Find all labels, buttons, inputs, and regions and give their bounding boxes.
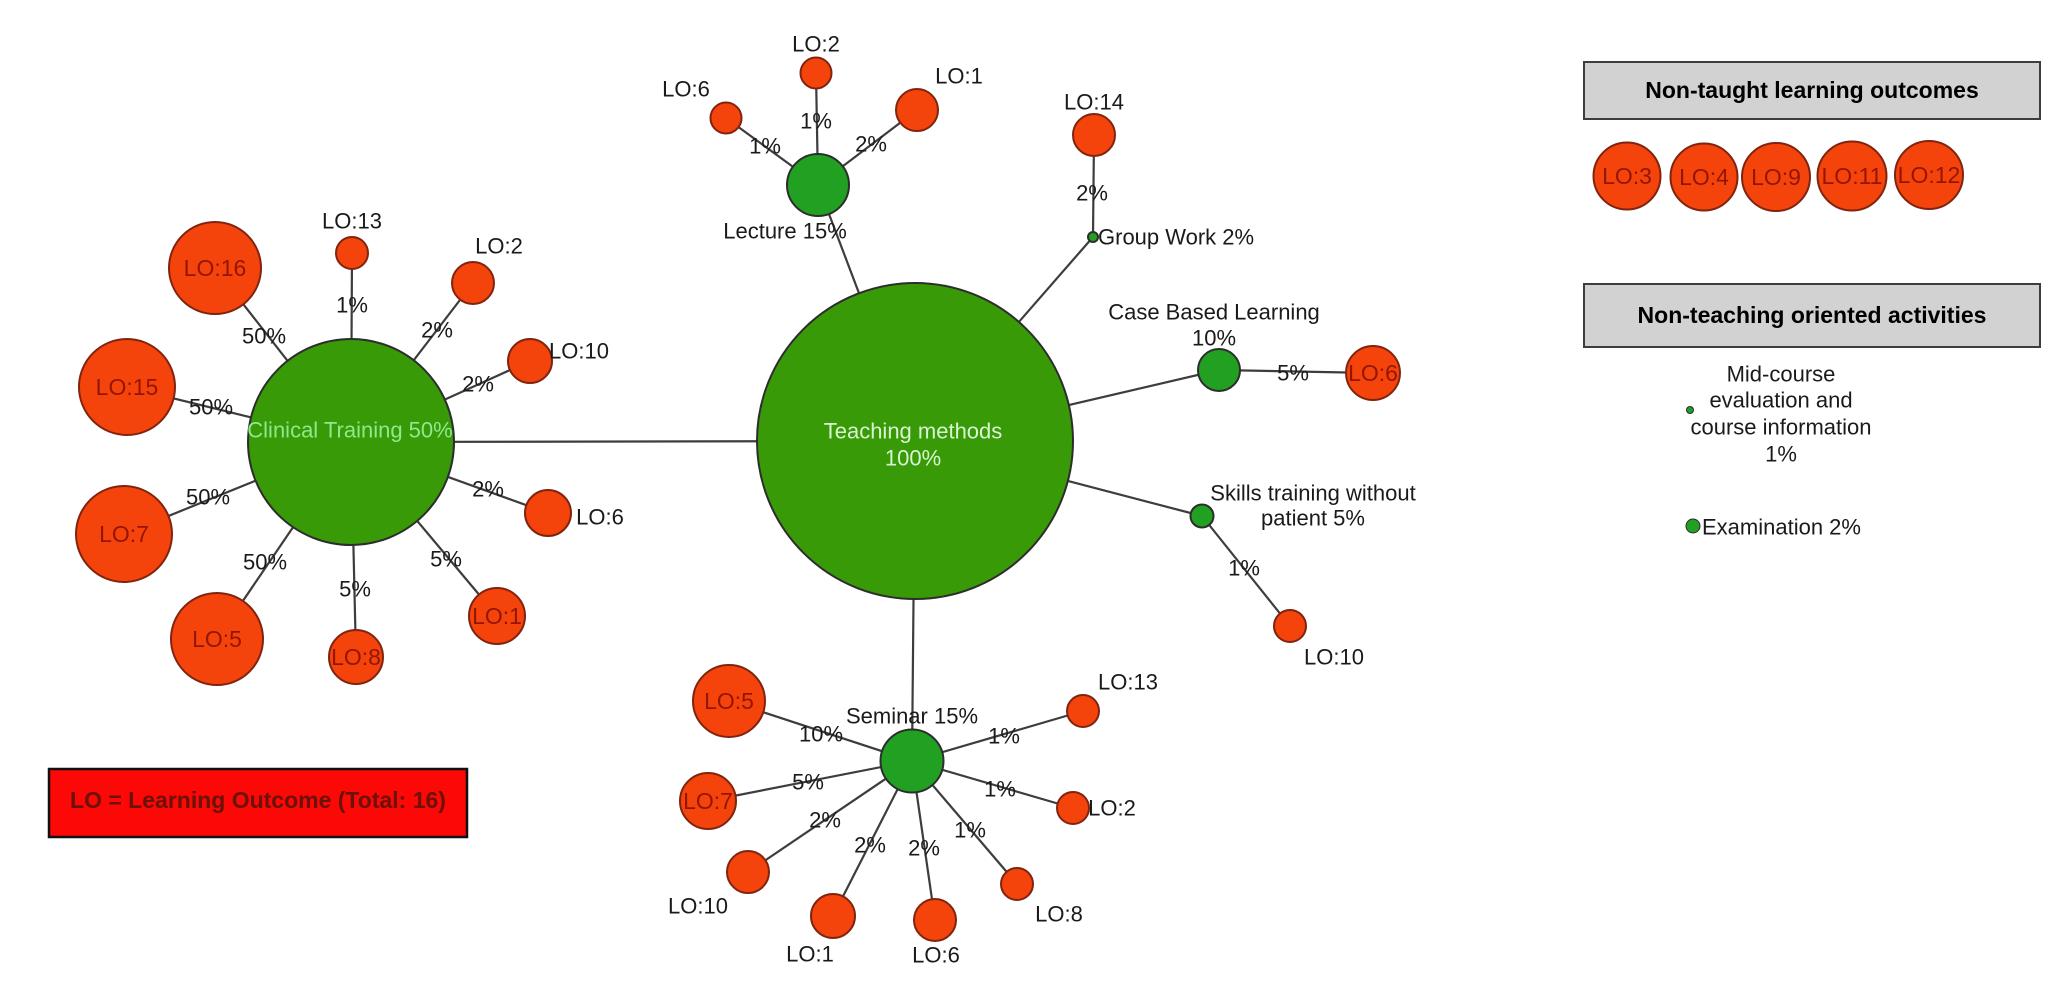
svg-text:50%: 50% bbox=[189, 395, 233, 420]
svg-text:1%: 1% bbox=[749, 134, 781, 159]
svg-text:LO:7: LO:7 bbox=[99, 521, 149, 547]
svg-text:5%: 5% bbox=[430, 547, 462, 572]
svg-text:Group Work 2%: Group Work 2% bbox=[1098, 225, 1254, 250]
svg-text:Lecture 15%: Lecture 15% bbox=[723, 219, 847, 244]
svg-text:Skills training without: Skills training without bbox=[1210, 481, 1415, 506]
svg-text:2%: 2% bbox=[854, 833, 886, 858]
svg-text:LO:16: LO:16 bbox=[184, 255, 247, 281]
svg-text:1%: 1% bbox=[336, 293, 368, 318]
svg-text:2%: 2% bbox=[855, 132, 887, 157]
svg-text:LO:6: LO:6 bbox=[912, 943, 960, 968]
svg-text:2%: 2% bbox=[421, 318, 453, 343]
svg-text:Clinical Training 50%: Clinical Training 50% bbox=[247, 418, 452, 443]
svg-text:LO:10: LO:10 bbox=[1304, 645, 1364, 670]
svg-text:1%: 1% bbox=[988, 724, 1020, 749]
svg-text:50%: 50% bbox=[242, 324, 286, 349]
svg-text:5%: 5% bbox=[1277, 361, 1309, 386]
svg-text:50%: 50% bbox=[186, 485, 230, 510]
svg-text:LO:14: LO:14 bbox=[1064, 90, 1124, 115]
svg-text:LO:2: LO:2 bbox=[1088, 796, 1136, 821]
svg-text:10%: 10% bbox=[799, 722, 843, 747]
svg-text:LO:13: LO:13 bbox=[1098, 670, 1158, 695]
svg-text:2%: 2% bbox=[908, 836, 940, 861]
svg-text:patient 5%: patient 5% bbox=[1261, 506, 1365, 531]
svg-text:5%: 5% bbox=[339, 577, 371, 602]
svg-text:LO:6: LO:6 bbox=[662, 77, 710, 102]
svg-text:LO:8: LO:8 bbox=[1035, 902, 1083, 927]
svg-text:LO:13: LO:13 bbox=[322, 209, 382, 234]
svg-text:2%: 2% bbox=[1076, 181, 1108, 206]
svg-text:LO:10: LO:10 bbox=[668, 894, 728, 919]
svg-text:2%: 2% bbox=[462, 372, 494, 397]
svg-text:5%: 5% bbox=[792, 770, 824, 795]
svg-text:Non-taught learning outcomes: Non-taught learning outcomes bbox=[1645, 77, 1979, 103]
svg-text:LO = Learning Outcome (Total:: LO = Learning Outcome (Total: 16) bbox=[70, 787, 446, 813]
svg-text:LO:10: LO:10 bbox=[549, 339, 609, 364]
svg-text:LO:2: LO:2 bbox=[792, 32, 840, 57]
svg-text:LO:6: LO:6 bbox=[1348, 360, 1398, 386]
svg-text:LO:8: LO:8 bbox=[331, 644, 381, 670]
svg-text:LO:3: LO:3 bbox=[1602, 163, 1652, 189]
svg-text:LO:1: LO:1 bbox=[472, 603, 522, 629]
svg-text:2%: 2% bbox=[472, 477, 504, 502]
svg-text:LO:1: LO:1 bbox=[935, 64, 983, 89]
svg-text:1%: 1% bbox=[1228, 556, 1260, 581]
svg-text:LO:1: LO:1 bbox=[786, 942, 834, 967]
svg-text:Examination 2%: Examination 2% bbox=[1702, 515, 1861, 540]
svg-text:Teaching methods: Teaching methods bbox=[824, 419, 1003, 444]
svg-text:1%: 1% bbox=[954, 818, 986, 843]
svg-text:1%: 1% bbox=[800, 109, 832, 134]
svg-text:LO:7: LO:7 bbox=[683, 788, 733, 814]
svg-text:LO:4: LO:4 bbox=[1679, 164, 1729, 190]
svg-text:1%: 1% bbox=[984, 777, 1016, 802]
svg-text:LO:5: LO:5 bbox=[704, 688, 754, 714]
svg-text:100%: 100% bbox=[885, 446, 941, 471]
svg-text:1%: 1% bbox=[1765, 442, 1797, 467]
svg-text:10%: 10% bbox=[1192, 326, 1236, 351]
svg-text:Mid-course: Mid-course bbox=[1727, 362, 1836, 387]
svg-text:LO:5: LO:5 bbox=[192, 626, 242, 652]
svg-text:LO:2: LO:2 bbox=[475, 234, 523, 259]
svg-text:LO:6: LO:6 bbox=[576, 505, 624, 530]
svg-text:LO:9: LO:9 bbox=[1751, 164, 1801, 190]
svg-text:Case Based Learning: Case Based Learning bbox=[1108, 300, 1320, 325]
svg-text:course information: course information bbox=[1691, 415, 1872, 440]
svg-text:Non-teaching oriented activiti: Non-teaching oriented activities bbox=[1638, 302, 1987, 328]
svg-text:2%: 2% bbox=[809, 808, 841, 833]
svg-text:LO:12: LO:12 bbox=[1898, 162, 1961, 188]
svg-text:evaluation and: evaluation and bbox=[1709, 388, 1852, 413]
svg-text:LO:11: LO:11 bbox=[1822, 163, 1883, 189]
svg-text:Seminar 15%: Seminar 15% bbox=[846, 704, 978, 729]
svg-text:50%: 50% bbox=[243, 550, 287, 575]
svg-text:LO:15: LO:15 bbox=[96, 374, 159, 400]
